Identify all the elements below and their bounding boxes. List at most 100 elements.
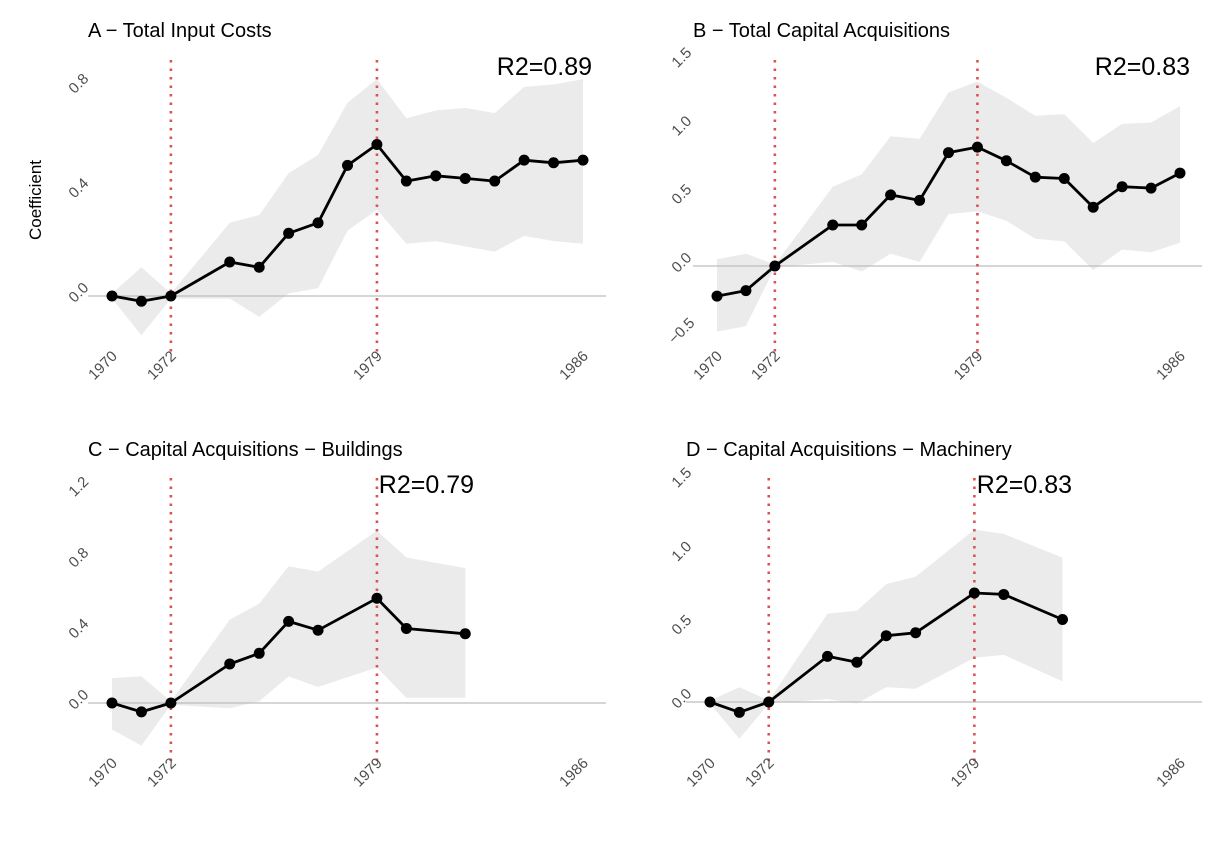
data-point-1977 — [312, 217, 324, 229]
y-tick-label: 0.5 — [668, 181, 695, 208]
x-tick-label: 1970 — [690, 348, 726, 384]
x-tick-label: 1972 — [144, 348, 180, 384]
data-point-1977 — [914, 194, 926, 206]
data-point-1970 — [711, 290, 723, 302]
data-point-1982 — [1058, 173, 1070, 185]
x-tick-label: 1972 — [748, 348, 784, 384]
data-point-1979 — [371, 592, 383, 604]
data-point-1980 — [998, 588, 1010, 600]
data-point-1981 — [1029, 171, 1041, 183]
y-tick-label: 0.0 — [65, 279, 92, 306]
coefficient-line — [111, 143, 584, 303]
data-point-1983 — [1087, 201, 1099, 213]
data-point-1980 — [400, 622, 412, 634]
data-point-1982 — [1057, 613, 1068, 625]
data-point-1986 — [577, 154, 589, 166]
x-tick-label: 1970 — [85, 348, 121, 384]
data-point-1980 — [1000, 155, 1012, 167]
data-point-1979 — [371, 138, 383, 150]
y-tick-label: 0.8 — [65, 70, 92, 97]
data-point-1977 — [910, 627, 922, 639]
data-point-1982 — [459, 628, 471, 640]
confidence-band — [112, 79, 583, 336]
panel-title: A − Total Input Costs — [88, 20, 272, 42]
data-point-1971 — [740, 285, 752, 297]
data-point-1984 — [518, 154, 530, 166]
y-tick-label: 1.0 — [668, 538, 695, 565]
data-point-1972 — [165, 697, 177, 709]
data-point-1975 — [253, 261, 265, 273]
x-tick-label: 1979 — [951, 348, 987, 384]
coefficient-line — [111, 596, 466, 714]
data-point-1978 — [943, 147, 954, 159]
y-tick-label: −0.5 — [665, 315, 698, 348]
panel-d: 0.0 0.5 1.0 1.5 1970 1972 1979 1986 D − Capital … — [668, 439, 1202, 790]
data-point-1976 — [283, 615, 295, 627]
coefficient-line — [709, 591, 1064, 714]
data-point-1985 — [548, 157, 560, 169]
data-point-1979 — [971, 141, 983, 153]
data-point-1972 — [165, 290, 177, 302]
data-point-1974 — [224, 658, 236, 670]
data-point-1970 — [106, 697, 118, 709]
x-tick-label: 1970 — [683, 755, 719, 791]
panel-title: B − Total Capital Acquisitions — [693, 20, 950, 42]
y-tick-label: 1.0 — [668, 113, 695, 140]
data-point-1970 — [106, 290, 118, 302]
data-point-1978 — [342, 159, 353, 171]
data-point-1974 — [827, 219, 839, 231]
y-tick-label: 0.0 — [668, 685, 695, 712]
panel-b: −0.5 0.0 0.5 1.0 1.5 1970 1972 1979 1986 B − Tota… — [665, 20, 1202, 383]
coefficient-line — [716, 145, 1181, 298]
y-tick-label: 1.2 — [65, 473, 92, 500]
data-point-1970 — [704, 696, 716, 708]
data-point-1975 — [851, 656, 863, 668]
y-tick-label: 0.4 — [65, 175, 92, 202]
x-tick-label: 1986 — [1153, 348, 1189, 384]
x-tick-label: 1972 — [742, 755, 778, 791]
x-tick-label: 1986 — [1153, 755, 1189, 791]
data-point-1982 — [459, 172, 471, 184]
data-point-1972 — [763, 696, 775, 708]
confidence-band — [717, 81, 1180, 332]
panel-title: C − Capital Acquisitions − Buildings — [88, 439, 403, 461]
data-point-1974 — [822, 650, 833, 662]
data-point-1976 — [283, 227, 295, 239]
y-tick-label: 1.5 — [668, 464, 695, 491]
data-point-1986 — [1174, 167, 1186, 179]
confidence-band — [112, 530, 466, 746]
x-tick-label: 1970 — [85, 755, 121, 791]
data-point-1975 — [856, 219, 868, 231]
panel-c: 0.0 0.4 0.8 1.2 1970 1972 1979 1986 C − Capital … — [65, 439, 606, 790]
y-tick-label: 0.4 — [65, 615, 92, 642]
y-tick-label: 0.8 — [65, 544, 92, 571]
data-point-1980 — [400, 175, 412, 187]
panel-title: D − Capital Acquisitions − Machinery — [686, 439, 1012, 461]
data-point-1971 — [135, 295, 147, 307]
data-point-1979 — [968, 587, 980, 599]
data-point-1984 — [1116, 181, 1128, 193]
x-tick-label: 1979 — [350, 348, 386, 384]
data-point-1976 — [885, 189, 897, 201]
x-tick-label: 1979 — [350, 755, 386, 791]
x-tick-label: 1986 — [556, 755, 592, 791]
y-tick-label: 0.0 — [668, 249, 695, 276]
y-tick-label: 0.5 — [668, 612, 695, 639]
r2-label: R2=0.89 — [497, 53, 592, 81]
y-tick-label: 1.5 — [668, 44, 695, 71]
x-tick-label: 1979 — [948, 755, 984, 791]
r2-label: R2=0.79 — [379, 471, 474, 499]
data-point-1971 — [733, 706, 745, 718]
r2-label: R2=0.83 — [977, 471, 1072, 499]
data-point-1977 — [312, 624, 324, 636]
data-point-1976 — [880, 630, 892, 642]
data-point-1971 — [135, 706, 147, 718]
r2-label: R2=0.83 — [1095, 53, 1190, 81]
data-point-1981 — [430, 170, 442, 182]
data-point-1974 — [224, 256, 236, 268]
data-point-1985 — [1145, 182, 1157, 194]
data-point-1972 — [769, 260, 781, 272]
data-point-1983 — [489, 175, 501, 187]
x-tick-label: 1986 — [556, 348, 592, 384]
